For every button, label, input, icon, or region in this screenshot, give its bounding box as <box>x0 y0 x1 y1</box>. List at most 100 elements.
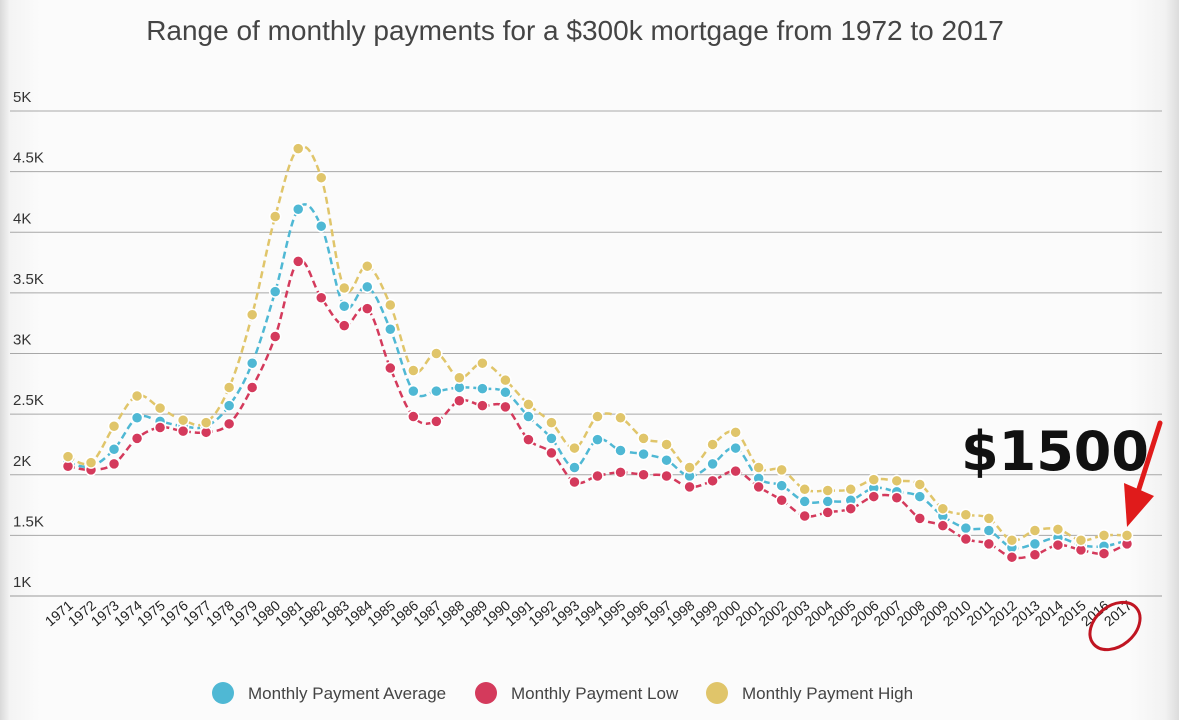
data-point <box>890 491 904 505</box>
series-line <box>67 259 1128 560</box>
data-point <box>476 399 489 412</box>
y-tick-label: 4.5K <box>13 150 44 167</box>
data-point <box>222 399 236 412</box>
data-point <box>1005 533 1019 547</box>
data-point <box>1005 550 1019 564</box>
data-point <box>499 400 512 414</box>
data-point <box>245 308 259 321</box>
data-point <box>291 202 305 216</box>
data-point <box>660 469 673 483</box>
data-point <box>361 280 374 294</box>
data-point <box>1028 524 1042 537</box>
y-tick-label: 2.5K <box>13 392 44 409</box>
data-point <box>268 210 282 223</box>
data-point <box>798 509 811 523</box>
data-point <box>1028 537 1042 551</box>
annotation-arrow <box>1135 420 1163 495</box>
data-point <box>268 330 282 343</box>
data-point <box>107 420 121 433</box>
y-axis-tick-labels: 1K 1.5K 2K 2.5K 3K 3.5K 4K 4.5K 5K <box>13 89 44 591</box>
data-point <box>130 432 144 445</box>
data-point <box>199 416 213 429</box>
data-point <box>384 361 397 375</box>
data-point <box>430 384 443 398</box>
data-point <box>821 495 834 508</box>
annotation-group: $1500 <box>961 420 1163 652</box>
data-point <box>936 502 950 515</box>
data-point <box>1028 548 1042 562</box>
data-point <box>176 424 190 438</box>
data-point <box>245 356 259 370</box>
data-point <box>522 398 535 411</box>
data-point <box>913 478 927 491</box>
data-point <box>338 299 351 313</box>
data-point <box>959 508 973 522</box>
data-point <box>706 457 719 471</box>
data-point <box>959 521 973 535</box>
legend-label: Monthly Payment Low <box>511 684 679 703</box>
annotation-text: $1500 <box>961 420 1149 483</box>
data-point <box>476 356 489 370</box>
data-point <box>291 142 305 155</box>
data-point <box>729 426 742 439</box>
data-point <box>84 456 98 469</box>
data-point <box>314 291 328 304</box>
data-point <box>314 219 328 233</box>
data-point <box>752 480 765 494</box>
y-tick-label: 4K <box>13 210 31 227</box>
data-point <box>361 259 374 273</box>
data-point <box>130 411 144 425</box>
data-point <box>430 415 443 428</box>
data-point <box>844 502 857 515</box>
legend-swatch <box>212 682 234 704</box>
data-point <box>291 255 305 268</box>
data-point <box>913 512 927 525</box>
data-point <box>453 394 466 408</box>
data-point <box>522 433 535 446</box>
data-point <box>1097 547 1111 560</box>
data-point <box>706 438 719 451</box>
data-point <box>361 302 374 315</box>
data-point <box>407 364 420 377</box>
data-point <box>153 421 167 434</box>
legend-label: Monthly Payment High <box>742 684 913 703</box>
series-1 <box>61 255 1134 564</box>
data-point <box>1120 529 1134 542</box>
data-point <box>545 416 558 429</box>
series-2 <box>61 142 1134 547</box>
data-point <box>499 373 512 387</box>
data-point <box>706 474 719 488</box>
data-point <box>729 464 742 478</box>
series-line <box>67 145 1128 542</box>
data-point <box>867 473 881 486</box>
data-point <box>890 474 904 488</box>
data-point <box>1074 533 1088 547</box>
data-point <box>222 381 236 394</box>
data-point <box>913 490 927 503</box>
data-point <box>476 382 489 395</box>
data-point <box>545 446 558 460</box>
y-tick-label: 5K <box>13 89 31 106</box>
data-point <box>798 483 811 496</box>
data-point <box>107 443 121 456</box>
data-point <box>338 281 351 295</box>
data-point <box>384 323 397 336</box>
series-line <box>67 203 1128 550</box>
data-point <box>522 410 535 423</box>
data-point <box>614 444 627 457</box>
data-point <box>338 319 351 332</box>
data-point <box>384 298 397 312</box>
data-point <box>153 401 167 415</box>
data-point <box>499 386 512 399</box>
data-point <box>982 512 996 525</box>
data-point <box>130 389 144 403</box>
data-point <box>683 480 696 494</box>
y-tick-label: 3K <box>13 332 31 349</box>
data-point <box>568 461 581 474</box>
x-axis-tick-labels: 1971197219731974197519761977197819791980… <box>42 597 1135 629</box>
data-point <box>637 432 650 445</box>
data-point <box>844 483 857 496</box>
data-point <box>982 524 996 537</box>
data-point <box>545 432 558 445</box>
